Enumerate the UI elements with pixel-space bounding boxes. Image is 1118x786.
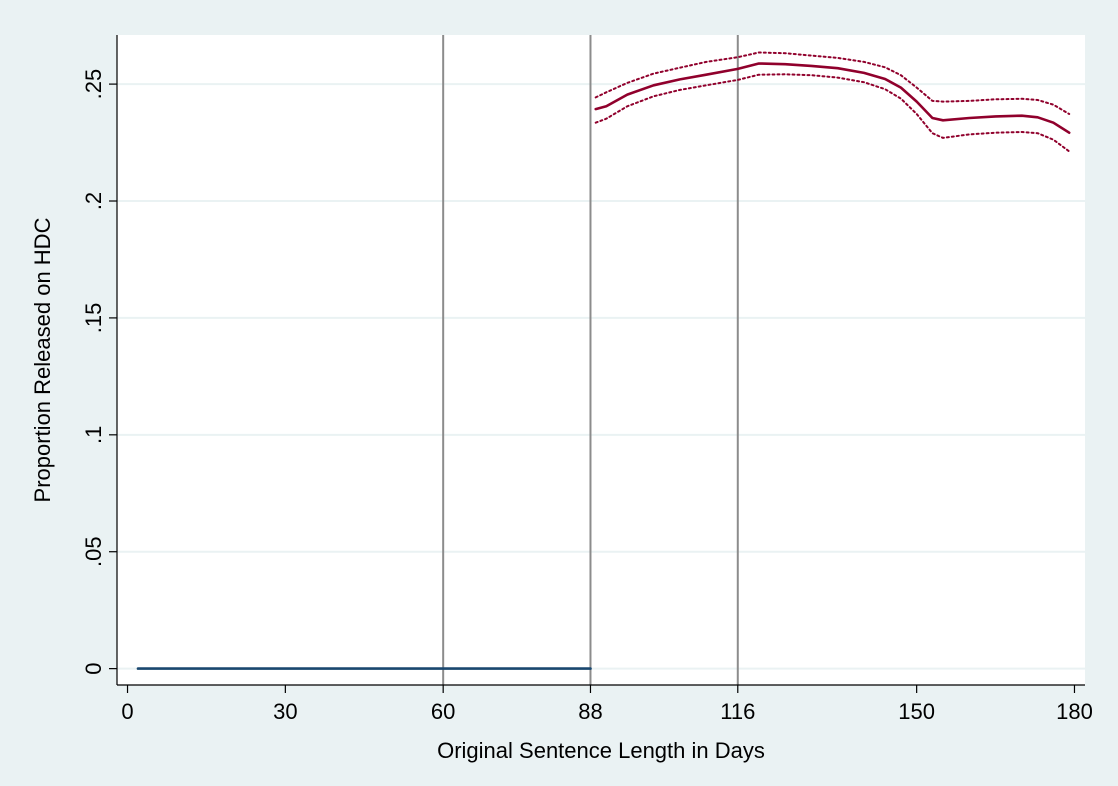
y-tick-label-4: .2 <box>81 192 106 210</box>
x-tick-label-0: 0 <box>121 699 133 724</box>
reference-lines <box>442 35 739 685</box>
y-tick-label-2: .1 <box>81 426 106 444</box>
series-line-ci-upper <box>594 51 1071 115</box>
x-axis-title: Original Sentence Length in Days <box>437 738 765 763</box>
y-tick-label-3: .15 <box>81 303 106 334</box>
series-lines <box>136 51 1071 670</box>
y-tick-label-0: 0 <box>81 663 106 675</box>
plot-area <box>117 35 1085 685</box>
y-axis-title: Proportion Released on HDC <box>30 217 55 502</box>
x-tick-label-3: 88 <box>578 699 602 724</box>
x-tick-label-5: 150 <box>898 699 935 724</box>
x-tick-label-1: 30 <box>273 699 297 724</box>
axes: 0 .05 .1 .15 .2 .25 0 30 60 88 116 150 180 <box>81 35 1093 724</box>
x-tick-label-6: 180 <box>1056 699 1093 724</box>
series-line-fit-above <box>594 62 1071 134</box>
y-tick-label-1: .05 <box>81 536 106 567</box>
y-tick-label-5: .25 <box>81 69 106 100</box>
x-tick-label-2: 60 <box>431 699 455 724</box>
series-line-ci-lower <box>594 73 1071 153</box>
x-tick-label-4: 116 <box>720 699 755 724</box>
